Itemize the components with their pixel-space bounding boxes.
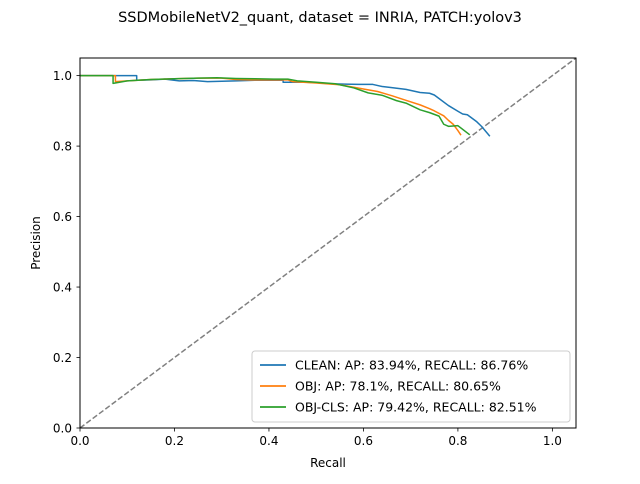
legend-label-1: OBJ: AP: 78.1%, RECALL: 80.65% (295, 379, 501, 394)
y-tick-label: 1.0 (53, 69, 72, 83)
x-tick-label: 0.0 (70, 434, 89, 448)
chart-title: SSDMobileNetV2_quant, dataset = INRIA, P… (118, 10, 522, 26)
tick-layer: 0.0 0.2 0.4 0.6 0.8 1.0 0.0 0.2 0.4 0.6 0.8 1.0 (53, 69, 562, 448)
x-tick-label: 0.4 (259, 434, 278, 448)
series-line-2 (80, 74, 471, 136)
y-axis-label: Precision (29, 216, 43, 270)
reference-diagonal-line (79, 57, 577, 429)
plot-frame (79, 57, 577, 429)
x-axis-label: Recall (310, 456, 346, 470)
y-tick-label: 0.8 (53, 139, 72, 153)
y-tick-label: 0.2 (53, 351, 72, 365)
x-tick-label: 0.8 (448, 434, 467, 448)
x-tick-label: 1.0 (543, 434, 562, 448)
y-tick-label: 0.0 (53, 421, 72, 435)
legend-label-2: OBJ-CLS: AP: 79.42%, RECALL: 82.51% (295, 400, 537, 415)
legend: CLEAN: AP: 83.94%, RECALL: 86.76% OBJ: AP… (251, 350, 571, 423)
x-tick-label: 0.6 (354, 434, 373, 448)
series-layer (79, 57, 577, 429)
x-tick-label: 0.2 (165, 434, 184, 448)
y-tick-label: 0.6 (53, 210, 72, 224)
y-tick-label: 0.4 (53, 280, 72, 294)
legend-label-0: CLEAN: AP: 83.94%, RECALL: 86.76% (295, 358, 528, 373)
legend-box (251, 350, 571, 423)
